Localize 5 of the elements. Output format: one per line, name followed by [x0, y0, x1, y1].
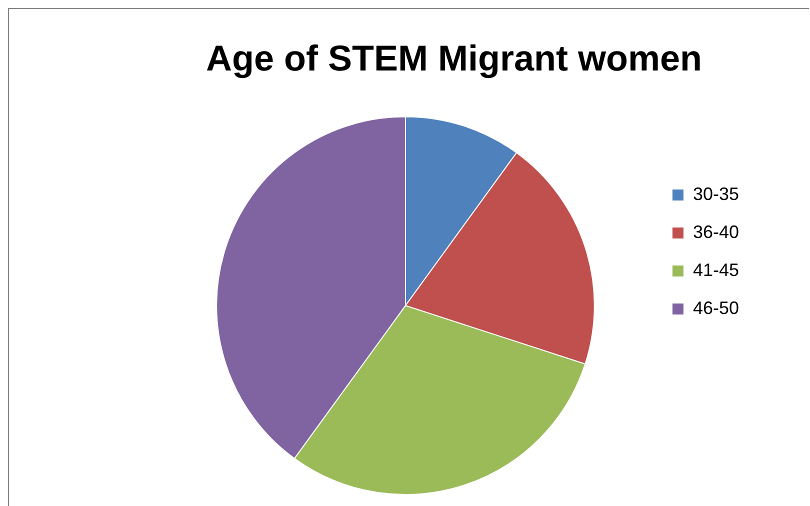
chart-title: Age of STEM Migrant women [206, 38, 702, 79]
legend-label: 46-50 [692, 298, 740, 318]
legend-label: 41-45 [692, 260, 740, 280]
legend-label: 30-35 [692, 184, 740, 204]
legend-label: 36-40 [692, 222, 740, 242]
